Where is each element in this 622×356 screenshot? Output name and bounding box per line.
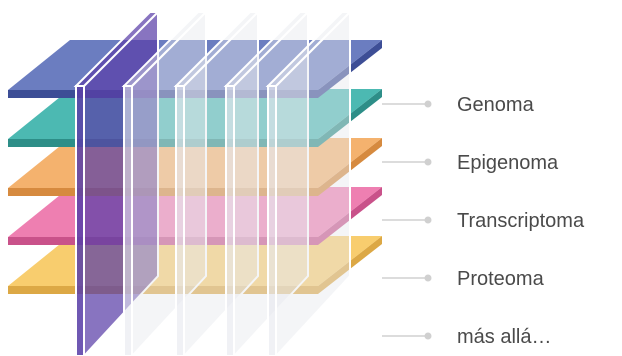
label-genoma: Genoma <box>457 94 535 116</box>
vertical-plane-1 <box>121 9 209 356</box>
plane-top <box>223 11 311 87</box>
label-mas-alla: más allá… <box>457 326 551 348</box>
layer-labels: Genoma Epigenoma Transcriptoma Proteoma … <box>457 94 585 348</box>
plane-top <box>73 11 161 87</box>
label-connectors <box>382 100 432 340</box>
label-epigenoma: Epigenoma <box>457 152 559 174</box>
plane-edge <box>175 85 185 356</box>
connector-dot <box>424 100 432 108</box>
plane-top <box>173 11 261 87</box>
connector-dot <box>424 274 432 282</box>
label-proteoma: Proteoma <box>457 268 545 290</box>
vertical-planes <box>73 9 353 356</box>
plane-edge <box>123 85 133 356</box>
plane-top <box>265 11 353 87</box>
vertical-plane-2 <box>173 9 261 356</box>
vertical-plane-4 <box>265 9 353 356</box>
plane-edge <box>225 85 235 356</box>
connector-dot <box>424 332 432 340</box>
plane-top <box>121 11 209 87</box>
plane-edge <box>75 85 85 356</box>
connector-dot <box>424 158 432 166</box>
plane-edge <box>267 85 277 356</box>
label-transcriptoma: Transcriptoma <box>457 210 585 232</box>
connector-dot <box>424 216 432 224</box>
vertical-plane-highlight <box>73 9 161 356</box>
